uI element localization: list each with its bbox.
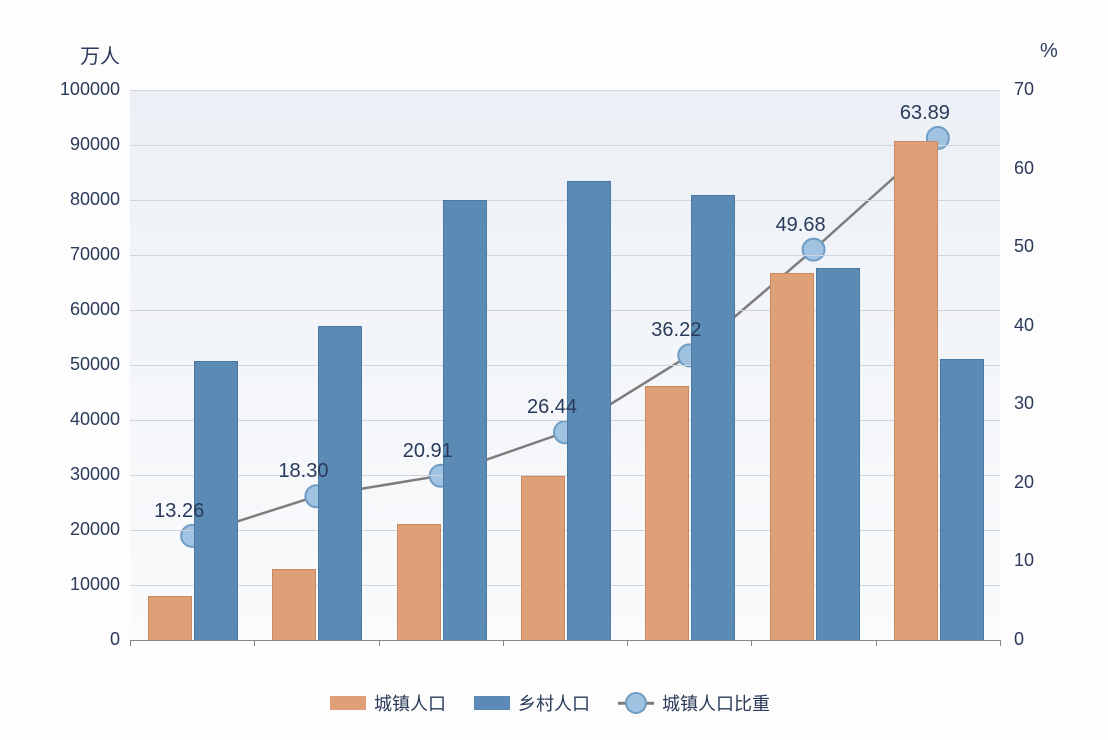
legend-label: 城镇人口 xyxy=(374,690,446,716)
gridline xyxy=(130,310,1000,311)
line-value-label: 13.26 xyxy=(154,500,204,523)
x-tick xyxy=(130,640,131,646)
y-left-tick-label: 10000 xyxy=(20,574,120,595)
gridline xyxy=(130,475,1000,476)
legend-line-icon xyxy=(618,696,654,710)
legend-swatch xyxy=(474,696,510,710)
y-right-tick-label: 0 xyxy=(1014,629,1024,650)
y-right-tick-label: 70 xyxy=(1014,79,1034,100)
line-value-label: 20.91 xyxy=(403,440,453,463)
gridline xyxy=(130,585,1000,586)
bar-urban xyxy=(645,386,689,640)
legend-item: 乡村人口 xyxy=(474,690,590,716)
legend: 城镇人口 乡村人口 城镇人口比重 xyxy=(330,690,770,716)
bar-urban xyxy=(894,141,938,640)
x-tick xyxy=(627,640,628,646)
x-tick xyxy=(379,640,380,646)
gridline xyxy=(130,145,1000,146)
y-left-tick-label: 30000 xyxy=(20,464,120,485)
legend-item: 城镇人口比重 xyxy=(618,690,770,716)
bar-rural xyxy=(443,200,487,640)
y-right-tick-label: 20 xyxy=(1014,472,1034,493)
bar-urban xyxy=(397,524,441,641)
bar-urban xyxy=(272,569,316,640)
line-value-label: 49.68 xyxy=(776,214,826,237)
y-right-tick-label: 30 xyxy=(1014,393,1034,414)
y-left-tick-label: 20000 xyxy=(20,519,120,540)
bar-rural xyxy=(816,268,860,640)
y-left-tick-label: 100000 xyxy=(20,79,120,100)
line-value-label: 18.30 xyxy=(278,460,328,483)
y-right-tick-label: 40 xyxy=(1014,315,1034,336)
legend-item: 城镇人口 xyxy=(330,690,446,716)
gridline xyxy=(130,200,1000,201)
bar-urban xyxy=(521,476,565,640)
bar-rural xyxy=(691,195,735,640)
y-right-tick-label: 50 xyxy=(1014,236,1034,257)
bar-rural xyxy=(940,359,984,641)
x-tick xyxy=(503,640,504,646)
y-left-title: 万人 xyxy=(80,40,120,69)
y-left-tick-label: 80000 xyxy=(20,189,120,210)
gridline xyxy=(130,255,1000,256)
y-right-title: % xyxy=(1040,40,1058,63)
x-tick xyxy=(876,640,877,646)
bar-urban xyxy=(148,596,192,640)
line-value-label: 63.89 xyxy=(900,102,950,125)
y-right-tick-label: 60 xyxy=(1014,158,1034,179)
line-value-label: 26.44 xyxy=(527,396,577,419)
y-left-tick-label: 70000 xyxy=(20,244,120,265)
y-left-tick-label: 50000 xyxy=(20,354,120,375)
gridline xyxy=(130,420,1000,421)
y-right-tick-label: 10 xyxy=(1014,550,1034,571)
gridline xyxy=(130,90,1000,91)
legend-swatch xyxy=(330,696,366,710)
y-left-tick-label: 0 xyxy=(20,629,120,650)
line-value-label: 36.22 xyxy=(651,319,701,342)
legend-label: 城镇人口比重 xyxy=(662,690,770,716)
x-tick xyxy=(254,640,255,646)
y-left-tick-label: 90000 xyxy=(20,134,120,155)
bar-urban xyxy=(770,273,814,640)
plot-area xyxy=(130,90,1000,641)
y-left-tick-label: 60000 xyxy=(20,299,120,320)
population-chart: 万人 % 城镇人口 乡村人口 城镇人口比重 0 10000 20000 30000 4000… xyxy=(0,0,1108,740)
x-tick xyxy=(1000,640,1001,646)
line-marker xyxy=(803,239,825,261)
x-tick xyxy=(751,640,752,646)
y-left-tick-label: 40000 xyxy=(20,409,120,430)
legend-label: 乡村人口 xyxy=(518,690,590,716)
gridline xyxy=(130,530,1000,531)
gridline xyxy=(130,365,1000,366)
